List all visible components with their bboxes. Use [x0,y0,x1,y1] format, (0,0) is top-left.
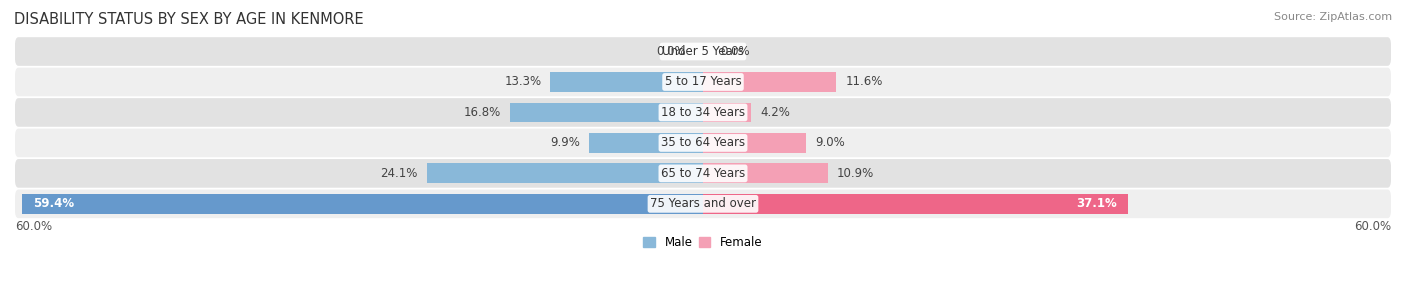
Text: Under 5 Years: Under 5 Years [662,45,744,58]
Text: 24.1%: 24.1% [380,167,418,180]
FancyBboxPatch shape [15,68,1391,96]
Legend: Male, Female: Male, Female [638,231,768,254]
Bar [22,194,703,214]
Bar [510,102,703,122]
Text: 11.6%: 11.6% [845,75,883,88]
Bar [703,133,806,153]
Text: 60.0%: 60.0% [15,220,52,233]
Bar [551,72,703,92]
Text: 18 to 34 Years: 18 to 34 Years [661,106,745,119]
FancyBboxPatch shape [15,129,1391,157]
Text: 16.8%: 16.8% [464,106,501,119]
Text: 0.0%: 0.0% [720,45,749,58]
Text: DISABILITY STATUS BY SEX BY AGE IN KENMORE: DISABILITY STATUS BY SEX BY AGE IN KENMO… [14,12,364,27]
FancyBboxPatch shape [15,98,1391,127]
Text: 4.2%: 4.2% [761,106,790,119]
Text: 13.3%: 13.3% [505,75,541,88]
Bar [703,164,828,183]
FancyBboxPatch shape [15,37,1391,66]
FancyBboxPatch shape [15,159,1391,188]
Text: 10.9%: 10.9% [837,167,875,180]
Text: 75 Years and over: 75 Years and over [650,197,756,210]
Bar [589,133,703,153]
Bar [703,102,751,122]
Text: 5 to 17 Years: 5 to 17 Years [665,75,741,88]
Text: 65 to 74 Years: 65 to 74 Years [661,167,745,180]
Bar [426,164,703,183]
Bar [703,194,1129,214]
Text: Source: ZipAtlas.com: Source: ZipAtlas.com [1274,12,1392,22]
Text: 59.4%: 59.4% [34,197,75,210]
Bar [703,72,837,92]
Text: 60.0%: 60.0% [1354,220,1391,233]
Text: 37.1%: 37.1% [1076,197,1116,210]
Text: 0.0%: 0.0% [657,45,686,58]
Text: 9.9%: 9.9% [550,136,581,150]
Text: 35 to 64 Years: 35 to 64 Years [661,136,745,150]
Text: 9.0%: 9.0% [815,136,845,150]
FancyBboxPatch shape [15,189,1391,218]
